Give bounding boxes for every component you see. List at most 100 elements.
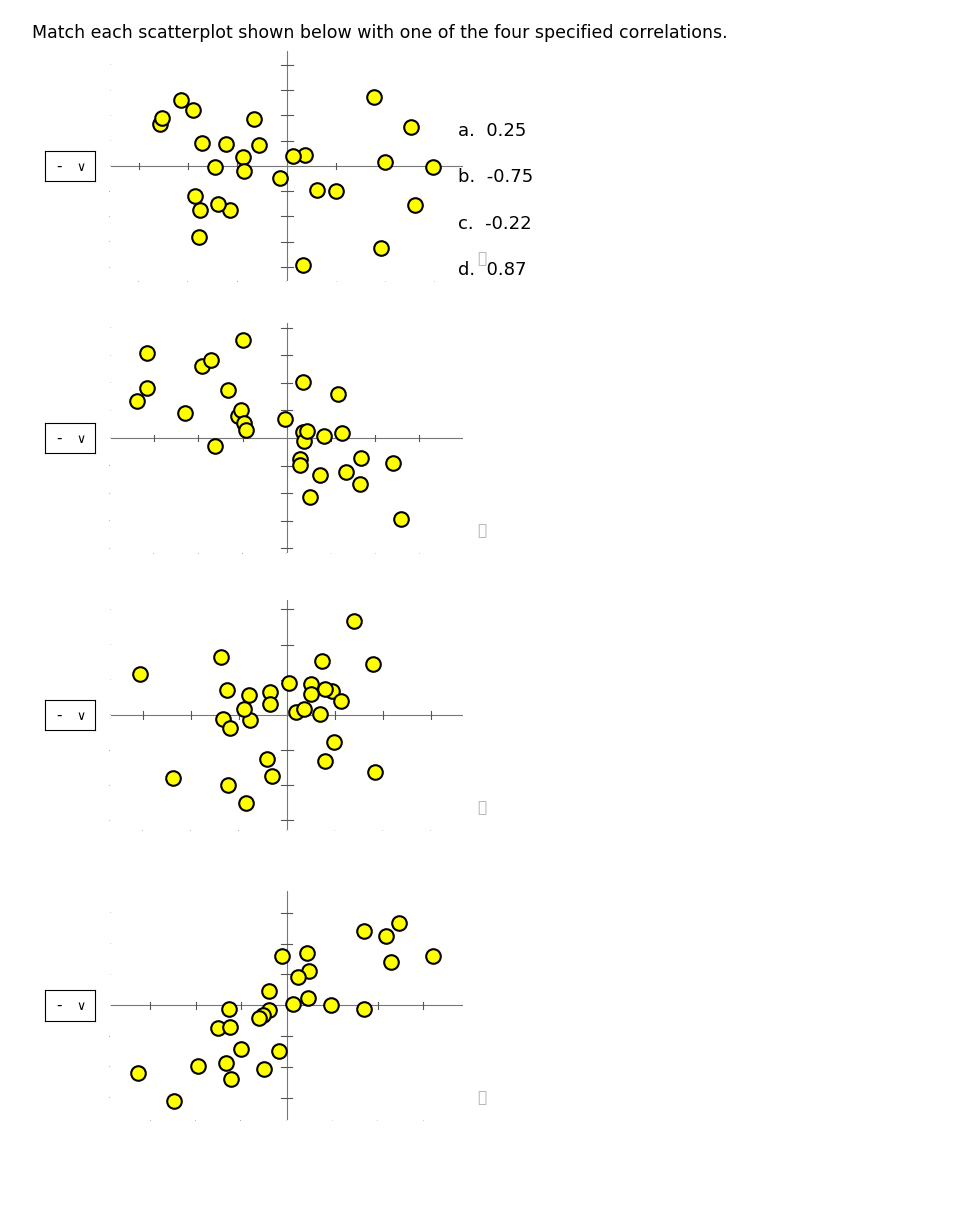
Point bbox=[314, 651, 330, 671]
Point bbox=[386, 453, 401, 472]
Point bbox=[210, 1017, 226, 1037]
Point bbox=[190, 1057, 205, 1076]
Point bbox=[367, 762, 383, 782]
Point bbox=[222, 719, 237, 738]
Point bbox=[235, 146, 251, 166]
Point bbox=[223, 200, 238, 220]
Point bbox=[312, 705, 328, 725]
Text: -: - bbox=[57, 708, 62, 722]
Point bbox=[177, 403, 193, 422]
Text: ∨: ∨ bbox=[77, 433, 86, 447]
Point bbox=[318, 680, 334, 699]
Point bbox=[303, 673, 318, 693]
Point bbox=[130, 1063, 146, 1082]
Text: -: - bbox=[57, 159, 62, 173]
Point bbox=[300, 988, 315, 1008]
Text: c.  -0.22: c. -0.22 bbox=[458, 215, 531, 233]
Point bbox=[330, 384, 345, 404]
Point bbox=[210, 194, 226, 213]
Point bbox=[255, 1005, 271, 1025]
Point bbox=[295, 422, 310, 442]
Point bbox=[246, 109, 261, 128]
Point bbox=[191, 227, 206, 246]
Point bbox=[271, 1042, 286, 1061]
Point bbox=[285, 146, 301, 166]
Point bbox=[194, 133, 209, 152]
Point bbox=[140, 378, 155, 398]
Point bbox=[296, 372, 311, 392]
Point bbox=[303, 487, 318, 506]
Point bbox=[236, 161, 252, 181]
Point bbox=[187, 185, 202, 205]
Point bbox=[129, 392, 145, 411]
Text: ⌕: ⌕ bbox=[477, 523, 486, 538]
Text: ⌕: ⌕ bbox=[477, 251, 486, 266]
Point bbox=[278, 409, 293, 428]
Text: ⌕: ⌕ bbox=[477, 1091, 486, 1105]
Point bbox=[194, 356, 209, 376]
Point bbox=[334, 691, 349, 710]
Point bbox=[312, 465, 328, 484]
Point bbox=[221, 776, 236, 795]
Point bbox=[288, 702, 304, 721]
Point bbox=[238, 793, 254, 813]
Point bbox=[407, 195, 422, 215]
Point bbox=[223, 1069, 238, 1088]
Point bbox=[202, 350, 218, 370]
Point bbox=[366, 88, 382, 107]
Text: -: - bbox=[57, 431, 62, 445]
Text: d.  0.87: d. 0.87 bbox=[458, 261, 526, 279]
Point bbox=[218, 1053, 233, 1072]
Point bbox=[290, 967, 306, 987]
Point bbox=[352, 473, 367, 493]
Point bbox=[241, 686, 256, 705]
Point bbox=[272, 168, 287, 188]
Point bbox=[193, 200, 208, 220]
Point bbox=[293, 455, 308, 475]
Point bbox=[328, 181, 343, 200]
Point bbox=[297, 431, 312, 450]
Point bbox=[264, 766, 280, 786]
Point bbox=[166, 1092, 181, 1111]
Point bbox=[274, 947, 289, 966]
Point bbox=[132, 665, 147, 684]
Point bbox=[365, 655, 381, 675]
Point bbox=[335, 423, 350, 443]
Point bbox=[173, 90, 188, 110]
Point bbox=[152, 115, 168, 134]
Point bbox=[233, 400, 249, 420]
Point bbox=[346, 611, 362, 631]
Point bbox=[281, 673, 297, 693]
Point bbox=[293, 450, 308, 470]
Point bbox=[262, 694, 278, 714]
Text: ∨: ∨ bbox=[77, 1000, 86, 1014]
Text: ∨: ∨ bbox=[77, 710, 86, 723]
Point bbox=[316, 427, 332, 447]
Point bbox=[165, 769, 180, 788]
Point bbox=[297, 145, 312, 165]
Point bbox=[299, 943, 314, 963]
Point bbox=[219, 134, 234, 154]
Point bbox=[285, 994, 301, 1014]
Point bbox=[261, 981, 277, 1000]
Point bbox=[296, 256, 311, 276]
Point bbox=[236, 699, 252, 719]
Text: Match each scatterplot shown below with one of the four specified correlations.: Match each scatterplot shown below with … bbox=[32, 24, 728, 43]
Point bbox=[185, 100, 201, 120]
Text: ∨: ∨ bbox=[77, 161, 86, 174]
Point bbox=[233, 1039, 249, 1059]
Point bbox=[255, 1060, 271, 1080]
Point bbox=[261, 1000, 277, 1020]
Point bbox=[242, 710, 257, 730]
Text: b.  -0.75: b. -0.75 bbox=[458, 168, 533, 187]
Point bbox=[259, 749, 275, 769]
Point bbox=[425, 946, 441, 965]
Point bbox=[296, 699, 311, 719]
Point bbox=[403, 117, 418, 137]
Point bbox=[304, 684, 319, 704]
Point bbox=[357, 999, 372, 1019]
Point bbox=[425, 157, 441, 177]
Point bbox=[236, 414, 252, 433]
Point bbox=[374, 238, 389, 257]
Point bbox=[299, 421, 314, 440]
